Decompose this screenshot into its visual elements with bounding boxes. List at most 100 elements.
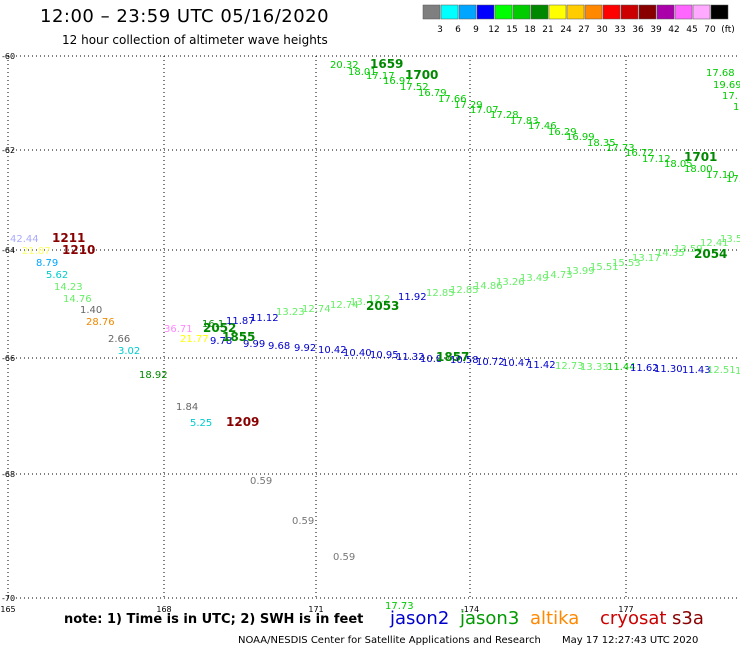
colorbar-label: 36: [632, 25, 644, 35]
colorbar-label: (ft): [721, 25, 734, 35]
wave-height-value: 12.73: [555, 361, 584, 372]
wave-height-value: 17.66: [438, 94, 467, 105]
pass-time-label: 1211: [52, 231, 85, 245]
wave-height-value: 12.74: [302, 304, 331, 315]
wave-height-value: 9.68: [268, 341, 290, 352]
pass-time-label: 2054: [694, 247, 727, 261]
wave-height-value: 11.43: [682, 365, 711, 376]
wave-height-value: 10.8: [420, 354, 442, 365]
wave-height-value: 21.87: [22, 246, 51, 257]
wave-height-value: 10.72: [476, 357, 505, 368]
wave-height-value: 2.66: [108, 334, 130, 345]
colorbar-label: 45: [686, 25, 697, 35]
wave-height-value: 17.73: [606, 143, 635, 154]
wave-height-value: 17.17: [366, 71, 395, 82]
colorbar-swatch: [458, 4, 477, 20]
colorbar-swatch: [494, 4, 513, 20]
wave-height-value: 10.47: [502, 358, 531, 369]
wave-height-value: 13.: [350, 297, 366, 308]
wave-height-value: 13.59: [674, 244, 703, 255]
colorbar-label: 15: [506, 25, 517, 35]
wave-height-value: 13.5: [720, 234, 740, 245]
wave-height-value: 18.05: [664, 159, 693, 170]
wave-height-value: 15.51: [590, 262, 619, 273]
wave-height-value: 0.59: [250, 476, 272, 487]
colorbar-swatch: [530, 4, 549, 20]
colorbar-swatch: [620, 4, 639, 20]
wave-height-value: 8.79: [36, 258, 58, 269]
colorbar-label: 6: [455, 25, 461, 35]
chart-title: 12:00 – 23:59 UTC 05/16/2020: [40, 6, 330, 27]
legend-note: note: 1) Time is in UTC; 2) SWH is in fe…: [64, 612, 364, 627]
footer-credit: NOAA/NESDIS Center for Satellite Applica…: [238, 635, 698, 646]
pass-time-label: 1855: [222, 330, 255, 344]
wave-height-value: 14.35: [656, 248, 685, 259]
wave-height-value: 14.73: [544, 270, 573, 281]
legend-s3a: s3a: [672, 608, 704, 629]
pass-time-label: 2053: [366, 299, 399, 313]
wave-height-value: 17.29: [454, 100, 483, 111]
legend-cryosat: cryosat: [600, 608, 667, 629]
wave-height-value: 11.32: [396, 352, 425, 363]
wave-height-value: 16.99: [566, 132, 595, 143]
colorbar-label: 18: [524, 25, 536, 35]
wave-height-value: 12.51: [707, 365, 736, 376]
colorbar-label: 9: [473, 25, 479, 35]
colorbar-label: 3: [437, 25, 443, 35]
colorbar-label: 33: [614, 25, 625, 35]
wave-height-value: 1: [733, 102, 739, 113]
wave-height-value: 42.44: [10, 234, 39, 245]
wave-height-value: 10.40: [343, 348, 372, 359]
latitude-tick-label: -68: [2, 470, 15, 479]
wave-height-value: 0.59: [292, 516, 314, 527]
pass-time-label: 1209: [226, 415, 259, 429]
wave-height-value: 17.68: [706, 68, 735, 79]
pass-time-label: 1701: [684, 150, 717, 164]
wave-height-value: 17.46: [528, 121, 557, 132]
wave-height-value: 17.: [722, 91, 738, 102]
wave-height-value: 11.44: [607, 362, 636, 373]
wave-height-value: 13.99: [566, 266, 595, 277]
wave-height-value: 17.12: [642, 154, 671, 165]
wave-height-value: 13.33: [580, 362, 609, 373]
colorbar-swatch: [440, 4, 459, 20]
colorbar-swatch: [512, 4, 531, 20]
colorbar-swatch: [710, 4, 729, 20]
legend-jason2: jason2: [390, 608, 450, 629]
wave-height-value: 19.69: [713, 80, 740, 91]
colorbar-label: 27: [578, 25, 589, 35]
wave-height-value: 13.23: [276, 307, 305, 318]
colorbar-label: 24: [560, 25, 572, 35]
wave-height-value: 16.1: [202, 319, 224, 330]
colorbar-swatch: [476, 4, 495, 20]
wave-height-value: 21.77: [180, 334, 209, 345]
wave-height-value: 11.42: [527, 360, 556, 371]
wave-height-value: 10.58: [450, 355, 479, 366]
wave-height-value: 16.72: [625, 148, 654, 159]
longitude-tick-label: -174: [461, 605, 479, 614]
wave-height-value: 14.86: [474, 281, 503, 292]
colorbar-swatch: [566, 4, 585, 20]
colorbar-swatch: [692, 4, 711, 20]
colorbar-swatch: [656, 4, 675, 20]
colorbar-label: 21: [542, 25, 553, 35]
longitude-tick-label: 165: [0, 605, 15, 614]
footer-timestamp: May 17 12:27:43 UTC 2020: [562, 635, 699, 646]
wave-height-value: 17.28: [490, 110, 519, 121]
colorbar-label: 42: [668, 25, 679, 35]
wave-height-value: 11.92: [398, 292, 427, 303]
legend-altika: altika: [530, 608, 580, 629]
latitude-tick-label: -60: [2, 52, 15, 61]
wave-height-value: 13.17: [632, 253, 661, 264]
wave-height-value: 12.74: [330, 300, 359, 311]
colorbar-label: 39: [650, 25, 662, 35]
wave-height-value: 1.40: [80, 305, 102, 316]
latitude-tick-label: -66: [2, 354, 15, 363]
colorbar-swatch: [638, 4, 657, 20]
wave-height-value: 17.07: [470, 105, 499, 116]
wave-height-value: 36.71: [164, 324, 193, 335]
wave-height-value: 16.29: [548, 127, 577, 138]
longitude-tick-label: 171: [308, 605, 323, 614]
wave-height-value: 18.35: [587, 138, 616, 149]
